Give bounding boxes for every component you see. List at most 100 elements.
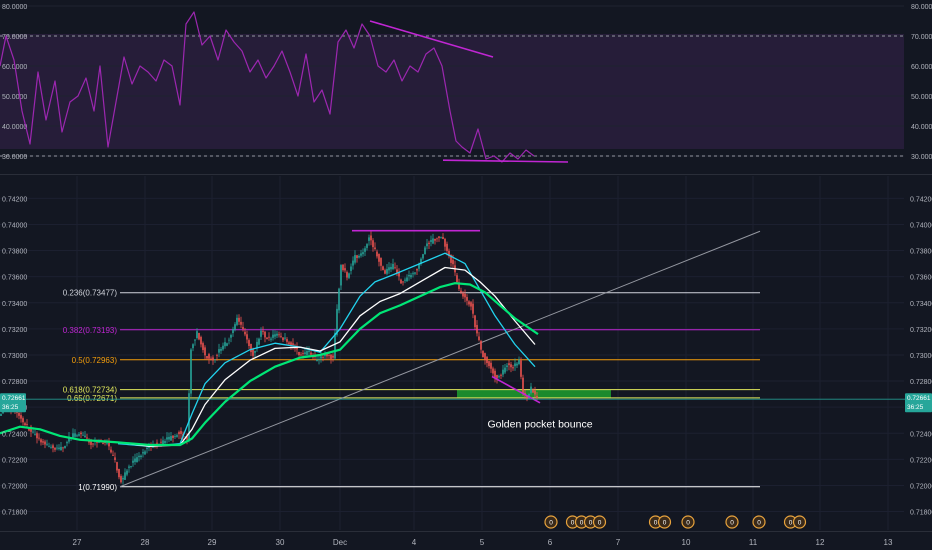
event-badge-icon[interactable]: [681, 515, 695, 529]
candle-body: [56, 447, 58, 449]
x-tick-label: 11: [749, 538, 758, 547]
candle-body: [394, 267, 396, 269]
candle-body: [508, 363, 510, 366]
osc-trendline[interactable]: [442, 159, 569, 163]
candle-body: [36, 433, 38, 439]
candle-body: [194, 339, 196, 341]
candle-body: [442, 237, 444, 240]
candle-body: [256, 341, 258, 348]
last-price-badge-right[interactable]: [905, 393, 932, 413]
candle-body: [316, 359, 318, 362]
candle-body: [156, 442, 158, 444]
candle-body: [226, 343, 228, 346]
y-tick-label-right: 0.73200: [910, 327, 932, 334]
y-tick-label-right: 0.72000: [910, 483, 932, 490]
candle-body: [224, 342, 226, 347]
candle-body: [432, 238, 434, 244]
candle-body: [268, 336, 270, 338]
candle-body: [24, 423, 26, 426]
candle-body: [350, 266, 352, 271]
y-tick-label-left: 0.73200: [2, 327, 27, 334]
candle-body: [192, 344, 194, 349]
candle-body: [286, 339, 288, 342]
price-trendline[interactable]: [491, 375, 541, 404]
event-badge-count: 0: [654, 520, 658, 527]
x-tick-label: 13: [884, 538, 893, 547]
candle-body: [484, 353, 486, 360]
y-tick-label-left: 0.72400: [2, 431, 27, 438]
candle-body: [530, 386, 532, 393]
event-badge-icon[interactable]: [544, 515, 558, 529]
event-badge-icon[interactable]: [752, 515, 766, 529]
osc-tick-label-left: 30.0000: [2, 154, 27, 161]
osc-tick-label-right: 60.0000: [911, 64, 932, 71]
candle-body: [166, 437, 168, 440]
price-trendline[interactable]: [119, 230, 761, 488]
trendline-layer[interactable]: [119, 230, 761, 488]
fib-level-label: 0.618(0.72734): [63, 386, 118, 395]
candle-body: [246, 334, 248, 340]
x-axis[interactable]: 27 28 29 30 Dec 4 5 6 7 10 11 12 13: [0, 531, 932, 548]
candle-body: [328, 354, 330, 356]
event-badge-icon[interactable]: [657, 515, 672, 529]
candle-body: [50, 446, 52, 448]
y-tick-label-left: 0.74000: [2, 222, 27, 229]
candle-body: [386, 269, 388, 274]
candle-body: [292, 343, 294, 345]
oscillator-grid: 80.000080.000070.000070.000060.000060.00…: [0, 4, 932, 161]
candle-body: [416, 269, 418, 271]
candle-body: [342, 264, 344, 271]
price-annotations[interactable]: Golden pocket bounce: [0, 229, 932, 431]
event-badge-count: 0: [789, 520, 793, 527]
candle-body: [362, 252, 364, 255]
candle-body: [318, 359, 320, 360]
last-price-badge-left[interactable]: [0, 393, 26, 413]
moving-average-line: [117, 266, 536, 447]
event-badge-icon[interactable]: [792, 515, 807, 529]
candle-body: [426, 243, 428, 247]
candle-body: [336, 308, 338, 335]
candle-body: [264, 331, 266, 338]
candle-body: [468, 301, 470, 305]
candle-body: [430, 240, 432, 242]
event-badge-count: 0: [686, 520, 690, 527]
candle-body: [482, 350, 484, 358]
candle-body: [280, 335, 282, 337]
golden-pocket-box[interactable]: [457, 389, 611, 398]
candle-body: [424, 247, 426, 255]
event-badge-icon[interactable]: [592, 515, 607, 529]
candle-body: [326, 353, 328, 357]
candle-body: [330, 354, 332, 359]
candle-body: [274, 334, 276, 337]
candle-body: [374, 247, 376, 250]
candle-body: [470, 302, 472, 307]
countdown-left: 36:25: [2, 404, 19, 411]
candle-body: [48, 445, 50, 447]
osc-trendline[interactable]: [369, 20, 494, 58]
candle-body: [66, 442, 68, 444]
candle-body: [364, 248, 366, 252]
x-tick-label: 7: [616, 538, 621, 547]
y-tick-label-left: 0.73400: [2, 301, 27, 308]
candle-body: [344, 268, 346, 271]
candle-body: [436, 238, 438, 240]
fibonacci-retracement[interactable]: 0.236(0.73477) 0.382(0.73193) 0.5(0.72963)…: [63, 289, 760, 492]
candle-body: [494, 370, 496, 378]
golden-pocket-label: Golden pocket bounce: [487, 418, 592, 430]
candle-body: [206, 356, 208, 359]
golden-pocket-zone[interactable]: [457, 389, 611, 398]
candle-body: [382, 266, 384, 271]
candle-body: [254, 350, 256, 353]
event-badge-icon[interactable]: [725, 515, 739, 529]
y-axis[interactable]: 0.74200 0.74200 0.74000 0.74000 0.73800 0.738…: [0, 196, 932, 517]
candle-body: [288, 342, 290, 345]
countdown-right: 36:25: [907, 404, 924, 411]
candle-body: [250, 343, 252, 353]
candle-body: [198, 333, 200, 340]
candle-body: [272, 334, 274, 338]
x-tick-label: 27: [73, 538, 82, 547]
x-tick-label: 5: [480, 538, 485, 547]
candle-body: [320, 356, 322, 359]
